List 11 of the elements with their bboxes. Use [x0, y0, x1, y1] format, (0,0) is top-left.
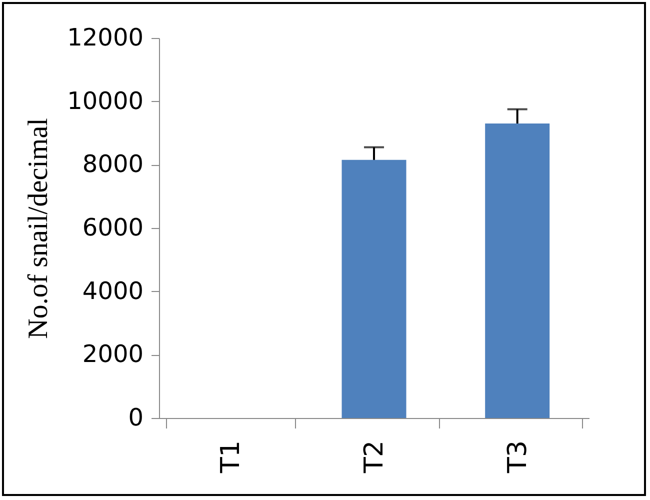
x-tick-label: T1 — [216, 440, 246, 474]
y-tick-label: 8000 — [82, 150, 144, 178]
y-tick-label: 2000 — [82, 340, 144, 368]
y-tick-label: 6000 — [82, 214, 144, 242]
y-tick-label: 10000 — [67, 86, 144, 115]
y-tick-label: 0 — [128, 404, 144, 432]
x-tick-label: T3 — [502, 440, 533, 474]
x-tick-label: T2 — [360, 440, 390, 474]
y-axis-title: No.of snail/decimal — [23, 118, 54, 339]
y-tick-label: 4000 — [82, 276, 144, 305]
y-tick-label: 12000 — [67, 24, 144, 52]
